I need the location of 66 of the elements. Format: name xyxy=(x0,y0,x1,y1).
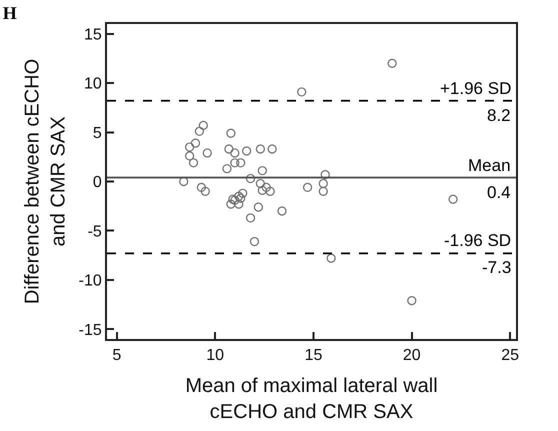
x-axis-title: Mean of maximal lateral wall cECHO and CMR SAX xyxy=(185,375,438,424)
point xyxy=(246,213,256,223)
point xyxy=(318,186,328,196)
point xyxy=(236,158,246,168)
point xyxy=(262,182,271,192)
point xyxy=(190,138,200,148)
point xyxy=(230,148,240,158)
y-tick-label: -10 xyxy=(78,272,102,290)
point xyxy=(234,200,244,209)
point xyxy=(320,170,330,180)
ref-line-label: Mean xyxy=(468,156,511,175)
annotation: -7.3 xyxy=(482,258,512,277)
y-tick-label: -5 xyxy=(88,223,102,240)
point xyxy=(200,186,210,196)
point xyxy=(224,144,234,154)
point xyxy=(254,202,264,212)
point xyxy=(198,120,208,130)
point xyxy=(196,182,206,192)
point xyxy=(388,58,397,68)
annotation: 0.4 xyxy=(487,183,511,202)
ref-line-label: +1.96 SD xyxy=(440,79,512,98)
x-tick-label: 5 xyxy=(112,347,122,364)
point xyxy=(202,148,212,158)
point xyxy=(297,87,306,97)
point xyxy=(326,254,336,263)
point xyxy=(268,144,277,154)
y-axis-title: Difference between cECHO and CMR SAX xyxy=(22,58,70,304)
point xyxy=(230,196,240,205)
y-tick-label: 10 xyxy=(84,76,102,93)
x-tick-label: 25 xyxy=(501,347,520,364)
ref-line-label: -1.96 SD xyxy=(444,231,512,250)
point xyxy=(242,146,252,156)
point xyxy=(258,186,267,195)
y-tick-label: 15 xyxy=(84,26,102,44)
point xyxy=(238,188,248,198)
x-tick-label: 20 xyxy=(402,347,421,364)
y-tick-label: -15 xyxy=(78,322,102,339)
x-tick-label: 10 xyxy=(206,347,224,364)
point xyxy=(448,194,458,204)
point xyxy=(256,178,265,188)
point xyxy=(184,142,194,152)
point xyxy=(250,236,260,246)
point xyxy=(194,126,204,136)
point xyxy=(318,178,328,188)
y-tick-label: 0 xyxy=(92,174,102,192)
chart-title: H xyxy=(2,3,17,24)
x-tick-label: 15 xyxy=(304,347,322,364)
point xyxy=(188,158,198,168)
point xyxy=(226,200,236,209)
y-tick-label: 5 xyxy=(92,124,102,142)
point xyxy=(234,192,244,201)
point xyxy=(256,144,265,154)
point xyxy=(258,166,267,176)
point xyxy=(228,194,238,204)
point xyxy=(226,128,236,138)
point xyxy=(222,164,232,174)
point xyxy=(266,186,275,196)
point xyxy=(407,296,416,306)
point xyxy=(230,158,240,168)
point xyxy=(236,194,246,203)
point xyxy=(184,151,194,161)
point xyxy=(179,176,188,186)
point xyxy=(246,174,256,184)
annotation: 8.2 xyxy=(487,106,511,125)
point xyxy=(277,206,287,216)
point xyxy=(302,182,312,192)
